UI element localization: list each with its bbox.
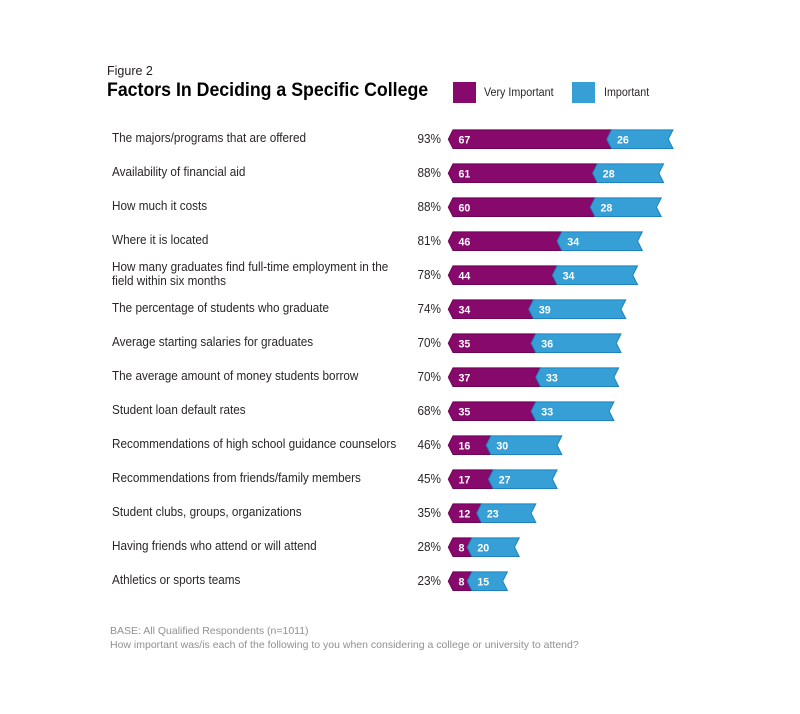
svg-text:33: 33: [546, 372, 558, 384]
svg-text:8: 8: [459, 542, 465, 554]
svg-text:28: 28: [603, 168, 615, 180]
svg-text:26: 26: [617, 134, 629, 146]
svg-text:8: 8: [459, 576, 465, 588]
svg-text:28: 28: [601, 202, 613, 214]
svg-text:34: 34: [563, 270, 575, 282]
svg-text:39: 39: [539, 304, 551, 316]
svg-text:44: 44: [459, 270, 471, 282]
svg-text:17: 17: [459, 474, 471, 486]
svg-text:36: 36: [541, 338, 553, 350]
svg-text:27: 27: [499, 474, 511, 486]
svg-text:30: 30: [496, 440, 508, 452]
svg-text:34: 34: [459, 304, 471, 316]
svg-text:23: 23: [487, 508, 499, 520]
svg-text:67: 67: [459, 134, 471, 146]
svg-text:61: 61: [459, 168, 471, 180]
svg-text:46: 46: [459, 236, 471, 248]
svg-text:37: 37: [459, 372, 471, 384]
svg-text:15: 15: [477, 576, 489, 588]
svg-text:33: 33: [541, 406, 553, 418]
svg-text:35: 35: [459, 406, 471, 418]
svg-text:34: 34: [567, 236, 579, 248]
svg-text:16: 16: [459, 440, 471, 452]
svg-text:35: 35: [459, 338, 471, 350]
svg-text:60: 60: [459, 202, 471, 214]
svg-text:12: 12: [459, 508, 471, 520]
svg-text:20: 20: [477, 542, 489, 554]
